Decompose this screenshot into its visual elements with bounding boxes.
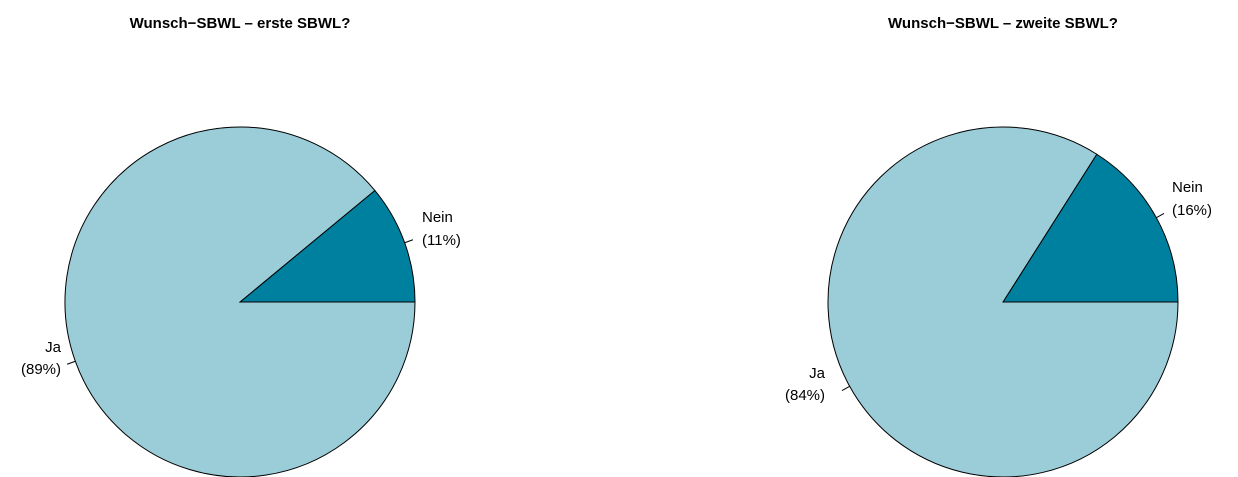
slice-label-nein: Nein: [422, 209, 453, 226]
chart-title-2: Wunsch−SBWL – zweite SBWL?: [888, 15, 1118, 32]
leader-line-ja: [841, 385, 850, 391]
pie-slice-ja: [64, 126, 416, 477]
slice-percent-nein: (11%): [422, 232, 461, 249]
slice-label-ja: Ja: [809, 365, 826, 382]
leader-line-nein: [404, 239, 414, 244]
chart-title-1: Wunsch−SBWL – erste SBWL?: [130, 15, 351, 32]
pie-chart-2: Wunsch−SBWL – zweite SBWL? Nein (16%) Ja…: [785, 15, 1212, 477]
slice-label-ja: Ja: [45, 339, 62, 356]
leader-line-ja: [66, 360, 76, 365]
pie-slice-nein: [238, 189, 416, 303]
slice-percent-ja: (89%): [21, 361, 61, 378]
slice-percent-ja: (84%): [785, 387, 825, 404]
pie-chart-1: Wunsch−SBWL – erste SBWL? Nein (11%) Ja …: [21, 15, 461, 477]
leader-line-nein: [1156, 213, 1165, 219]
slice-percent-nein: (16%): [1172, 202, 1212, 219]
slice-label-nein: Nein: [1172, 179, 1203, 196]
